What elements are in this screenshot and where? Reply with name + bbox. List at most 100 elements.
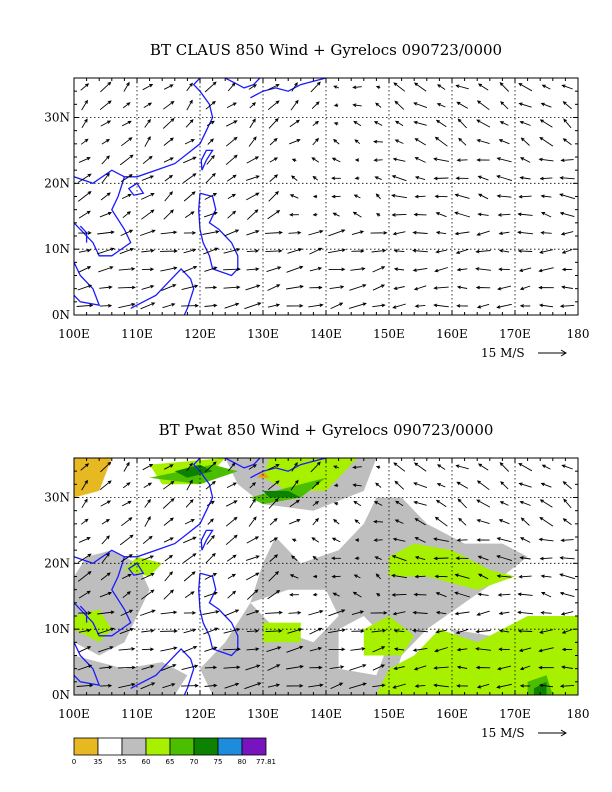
wind-arrow xyxy=(414,304,426,308)
wind-arrow xyxy=(517,212,533,217)
wind-arrow xyxy=(477,212,489,217)
wind-arrow xyxy=(559,684,575,688)
wind-arrow xyxy=(183,628,197,634)
wind-arrow xyxy=(412,610,428,615)
wind-arrow xyxy=(204,81,217,93)
wind-arrow xyxy=(372,284,386,291)
wind-arrow xyxy=(561,647,573,652)
colorbar-label: 35 xyxy=(94,758,103,766)
wind-arrow xyxy=(373,139,383,144)
wind-arrow xyxy=(333,502,339,506)
wind-arrow xyxy=(246,249,260,253)
wind-arrow xyxy=(78,210,91,219)
wind-arrow xyxy=(375,85,381,90)
wind-arrow xyxy=(434,647,448,653)
wind-arrow xyxy=(458,137,467,146)
wind-arrow xyxy=(268,464,280,471)
wind-arrow xyxy=(414,175,426,181)
panel-2: BT Pwat 850 Wind + Gyrelocs 090723/0000 1… xyxy=(44,421,589,766)
wind-arrow xyxy=(539,556,553,561)
wind-arrow xyxy=(392,303,406,309)
wind-arrow xyxy=(538,537,554,542)
wind-arrow xyxy=(225,534,238,546)
wind-arrow xyxy=(517,592,533,597)
wind-arrow xyxy=(289,139,301,145)
y-tick-label: 20N xyxy=(44,176,70,190)
wind-arrow xyxy=(477,573,489,580)
chart-title: BT Pwat 850 Wind + Gyrelocs 090723/0000 xyxy=(159,421,494,439)
wind-arrow xyxy=(332,212,340,217)
wind-arrow xyxy=(497,665,512,671)
wind-arrow xyxy=(80,138,89,145)
wind-arrow xyxy=(456,101,469,109)
wind-arrow xyxy=(204,573,218,580)
wind-arrow xyxy=(291,158,297,162)
wind-arrow xyxy=(539,176,553,181)
wind-arrow xyxy=(455,84,469,90)
wind-arrow xyxy=(393,462,406,472)
wind-arrow xyxy=(161,664,177,672)
wind-arrow xyxy=(309,285,323,290)
wind-arrow xyxy=(538,267,554,273)
wind-arrow xyxy=(561,629,573,634)
wind-arrow xyxy=(286,265,304,273)
wind-arrow xyxy=(455,176,469,181)
wind-arrow xyxy=(351,249,365,253)
wind-arrow xyxy=(538,285,554,290)
colorbar-swatch xyxy=(145,737,171,756)
wind-vectors xyxy=(76,81,576,310)
wind-arrow xyxy=(393,267,405,271)
wind-arrow xyxy=(286,683,304,688)
wind-arrow xyxy=(354,176,360,180)
wind-arrow xyxy=(308,303,324,308)
wind-arrow xyxy=(224,609,240,617)
wind-arrow xyxy=(311,157,320,163)
wind-arrow xyxy=(121,500,132,507)
wind-arrow xyxy=(499,82,510,92)
wind-arrow xyxy=(78,157,91,163)
wind-arrow xyxy=(413,82,427,92)
wind-arrow xyxy=(457,118,468,129)
wind-arrow xyxy=(413,500,427,506)
wind-arrow xyxy=(141,284,155,290)
colorbar-swatch xyxy=(121,737,147,756)
wind-arrow xyxy=(476,499,491,508)
wind-arrow xyxy=(560,231,574,236)
wind-arrow xyxy=(413,102,428,109)
wind-arrow xyxy=(183,571,196,582)
wind-arrow xyxy=(246,156,260,164)
wind-arrow xyxy=(328,647,346,652)
wind-arrow xyxy=(268,498,279,509)
wind-arrow xyxy=(225,516,238,527)
wind-arrow xyxy=(373,501,383,506)
wind-arrow xyxy=(291,82,298,92)
shade-lgreen-c xyxy=(74,609,112,643)
wind-arrow xyxy=(205,552,216,564)
wind-arrow xyxy=(290,99,299,111)
wind-arrow xyxy=(183,156,197,164)
wind-arrow xyxy=(413,482,428,489)
wind-arrow xyxy=(286,664,304,670)
wind-arrow xyxy=(223,647,241,651)
coast-china xyxy=(124,458,214,558)
wind-arrow xyxy=(413,592,427,597)
wind-arrow xyxy=(186,82,193,92)
wind-arrow xyxy=(373,158,383,162)
wind-arrow xyxy=(455,628,469,634)
wind-arrow xyxy=(477,83,489,91)
shade-lgreen-se xyxy=(376,616,578,695)
x-tick-label: 100E xyxy=(58,707,90,721)
wind-arrow xyxy=(80,518,89,525)
wind-arrow xyxy=(183,611,197,615)
wind-arrow xyxy=(519,176,531,180)
wind-arrow xyxy=(186,462,193,472)
wind-arrow xyxy=(328,248,346,254)
wind-arrow xyxy=(394,519,404,524)
wind-arrow xyxy=(223,285,241,290)
wind-arrow xyxy=(539,249,553,254)
wind-arrow xyxy=(225,136,238,147)
wind-arrow xyxy=(476,538,490,542)
wind-arrow xyxy=(563,118,572,129)
wind-arrow xyxy=(559,211,575,218)
wind-arrow xyxy=(394,139,404,144)
